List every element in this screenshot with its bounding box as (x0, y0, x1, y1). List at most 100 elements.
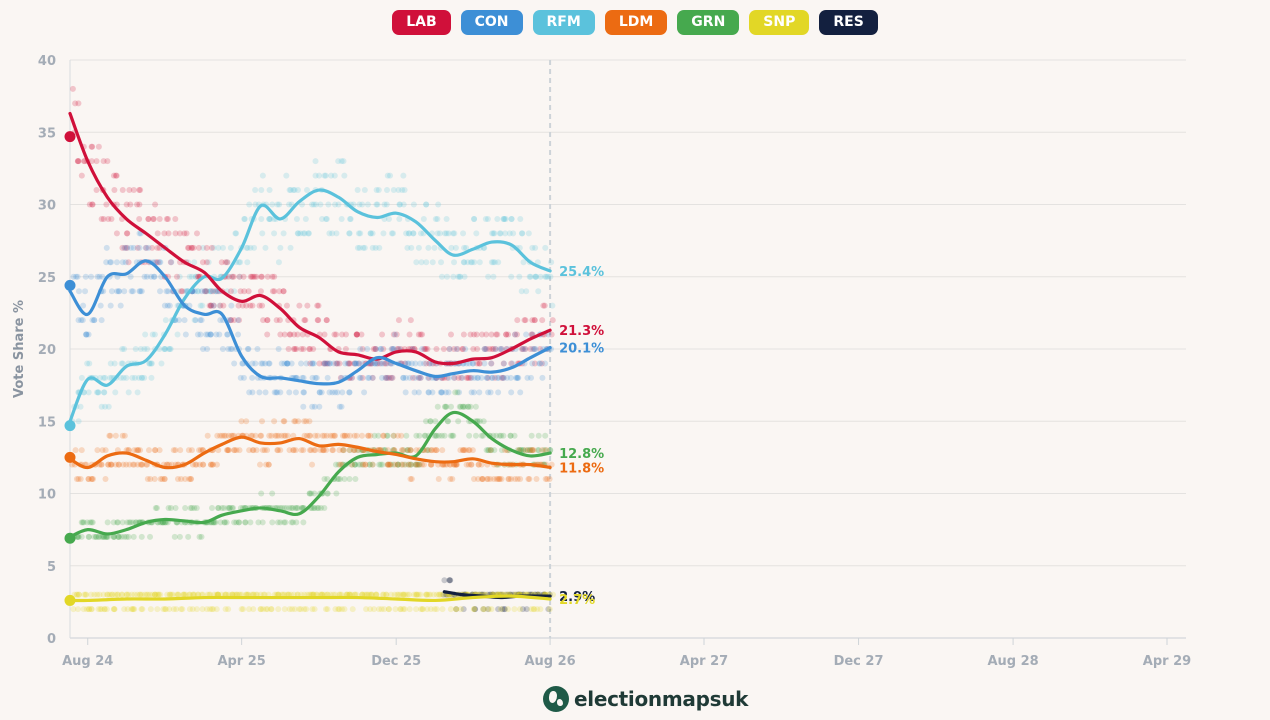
poll-dot (102, 374, 109, 381)
poll-dot (186, 591, 193, 598)
poll-dot (134, 389, 141, 396)
poll-dot (413, 259, 420, 266)
poll-dot (258, 273, 265, 280)
poll-dot (237, 374, 244, 381)
poll-dot (419, 606, 426, 613)
poll-dot (395, 461, 402, 468)
poll-dot (242, 519, 249, 526)
poll-dot (411, 389, 418, 396)
brand-logo[interactable]: electionmapsuk (543, 686, 748, 712)
poll-dot (414, 461, 421, 468)
legend-lab[interactable]: LAB (392, 10, 451, 35)
poll-dot (101, 606, 108, 613)
poll-dot (310, 504, 317, 511)
poll-dot (311, 606, 318, 613)
poll-dot (290, 447, 297, 454)
poll-dot (290, 432, 297, 439)
poll-dot (338, 158, 345, 165)
election-dot-lab (64, 131, 76, 143)
poll-dot (144, 476, 151, 483)
election-result-dots (64, 131, 76, 606)
poll-dot (107, 432, 114, 439)
poll-dot (286, 606, 293, 613)
poll-dot (532, 273, 539, 280)
poll-dot (265, 461, 272, 468)
poll-dot (439, 606, 446, 613)
poll-dot (299, 331, 306, 338)
poll-dot (484, 606, 491, 613)
poll-dot (206, 302, 213, 309)
poll-dot (193, 230, 200, 237)
poll-dot (227, 346, 234, 352)
poll-dot (148, 273, 155, 280)
poll-dot (460, 403, 467, 410)
poll-dot (106, 432, 113, 439)
poll-dot (167, 504, 174, 511)
poll-dot (527, 447, 534, 454)
poll-dot (387, 172, 394, 179)
poll-dot (210, 288, 217, 295)
poll-dot (542, 273, 549, 280)
legend-rfm[interactable]: RFM (532, 10, 595, 35)
poll-dot (346, 389, 353, 396)
x-tick-label: Aug 26 (524, 654, 575, 669)
poll-dot (283, 172, 290, 179)
poll-dot (136, 187, 143, 194)
poll-dot (125, 259, 132, 266)
poll-dot (501, 606, 508, 613)
poll-dot (200, 244, 207, 251)
poll-dot (317, 201, 324, 208)
poll-dot (266, 187, 273, 194)
poll-dot (97, 302, 104, 309)
poll-dot (165, 230, 172, 237)
legend-res[interactable]: RES (819, 10, 878, 35)
poll-dot (88, 591, 95, 598)
poll-dot (91, 591, 98, 598)
poll-dot (412, 461, 419, 468)
poll-dot (464, 403, 471, 410)
poll-dot (293, 215, 300, 222)
poll-dot (176, 533, 183, 540)
poll-dot (333, 360, 340, 367)
brand-name: electionmapsuk (574, 687, 749, 711)
poll-dot (264, 273, 271, 280)
poll-dot (544, 273, 551, 280)
poll-dot (487, 447, 494, 454)
poll-dot (450, 273, 457, 280)
poll-dot (280, 418, 287, 425)
poll-dot (314, 317, 321, 324)
poll-dot (180, 591, 187, 598)
poll-dot (104, 591, 111, 598)
poll-dot (428, 447, 435, 454)
poll-dot (182, 476, 189, 483)
legend-grn[interactable]: GRN (677, 10, 740, 35)
poll-dot (390, 461, 397, 468)
poll-dot (300, 230, 307, 237)
poll-dot (390, 331, 397, 338)
poll-dot (465, 403, 472, 410)
poll-dot (280, 288, 287, 295)
legend-snp[interactable]: SNP (749, 10, 810, 35)
poll-dot (98, 403, 105, 410)
poll-dot (194, 331, 201, 338)
poll-dot (257, 606, 264, 613)
poll-dot (323, 360, 330, 367)
poll-dot (320, 447, 327, 454)
poll-dot (236, 273, 243, 280)
poll-dot (187, 476, 194, 483)
poll-dot (300, 346, 307, 352)
poll-dot (225, 447, 232, 454)
poll-dot (172, 447, 179, 454)
election-dot-grn (64, 532, 76, 544)
poll-dot (75, 476, 82, 483)
poll-dot (321, 504, 328, 511)
poll-dot (368, 591, 375, 598)
poll-dot (188, 476, 195, 483)
poll-dot (380, 432, 387, 439)
poll-dot (294, 504, 301, 511)
poll-dot (269, 490, 276, 497)
poll-dot (86, 360, 93, 367)
legend-con[interactable]: CON (460, 10, 523, 35)
poll-dot (231, 360, 238, 367)
legend-ldm[interactable]: LDM (604, 10, 668, 35)
